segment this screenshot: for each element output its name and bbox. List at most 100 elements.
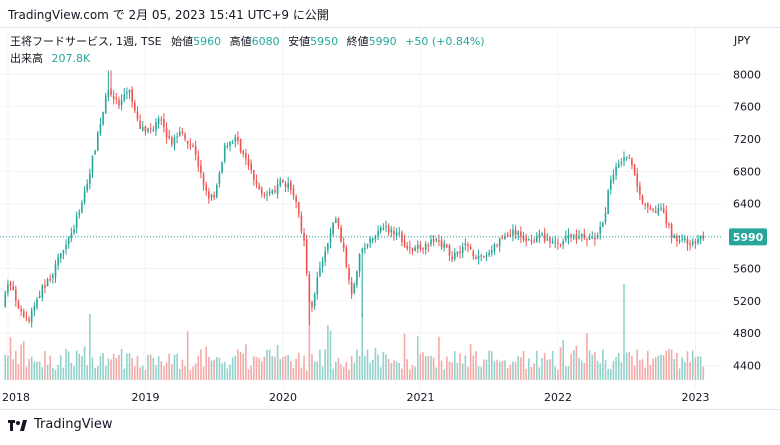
- candle-body: [530, 240, 533, 242]
- volume-bar: [57, 364, 59, 380]
- candle-body: [615, 166, 617, 176]
- y-tick-label: 4400: [733, 360, 761, 373]
- volume-bar: [596, 360, 599, 380]
- candle-body: [329, 233, 332, 243]
- volume-bar: [673, 359, 676, 380]
- candle-body: [475, 257, 477, 260]
- volume-bar: [348, 369, 350, 380]
- volume-bar: [271, 356, 274, 380]
- candle-body: [234, 137, 237, 142]
- volume-bar: [586, 332, 588, 380]
- candle-body: [112, 96, 115, 100]
- volume-bar: [580, 360, 583, 380]
- candle-body: [427, 245, 430, 247]
- candle-body: [292, 188, 295, 196]
- candle-body: [139, 120, 141, 129]
- candle-body: [12, 286, 14, 290]
- candle-body: [469, 246, 472, 250]
- y-tick-label: 6400: [733, 198, 761, 211]
- volume-bar: [102, 352, 104, 380]
- candle-body: [565, 236, 567, 241]
- candle-body: [501, 238, 504, 240]
- candle-body: [416, 245, 419, 249]
- volume-bar: [356, 349, 358, 380]
- low-label: 安値: [288, 34, 310, 48]
- volume-bar: [364, 355, 366, 380]
- candle-body: [652, 209, 654, 211]
- volume-bar: [73, 366, 75, 380]
- volume-bar: [279, 359, 282, 380]
- x-tick-label: 2023: [682, 391, 710, 404]
- candle-body: [480, 255, 483, 257]
- y-tick-label: 5600: [733, 262, 761, 275]
- candle-body: [155, 122, 157, 131]
- open-label: 始値: [171, 34, 193, 48]
- candle-body: [173, 137, 176, 146]
- volume-bar: [535, 350, 538, 380]
- volume-bar: [324, 349, 327, 380]
- candle-body: [580, 233, 583, 236]
- candle-body: [699, 236, 702, 240]
- candle-body: [118, 99, 120, 106]
- volume-bar: [104, 365, 107, 380]
- volume-bar: [440, 360, 443, 380]
- volume-bar: [480, 367, 483, 380]
- volume-bar: [676, 352, 678, 380]
- candle-body: [350, 281, 353, 295]
- candle-body: [44, 285, 46, 288]
- volume-bar: [128, 353, 131, 380]
- volume-bar: [512, 361, 514, 380]
- volume-bar: [620, 362, 623, 380]
- candle-body: [57, 257, 59, 266]
- volume-bar: [334, 361, 337, 380]
- candle-body: [430, 239, 432, 245]
- candle-body: [9, 283, 12, 287]
- volume-bar: [461, 363, 464, 380]
- candle-body: [520, 231, 522, 237]
- candle-body: [390, 229, 393, 233]
- candle-body: [144, 126, 147, 132]
- y-tick-label: 6800: [733, 165, 761, 178]
- candle-body: [186, 140, 189, 144]
- candle-body: [120, 99, 123, 106]
- candle-body: [83, 191, 86, 203]
- candle-body: [96, 132, 99, 151]
- candle-body: [628, 157, 631, 159]
- candle-body: [559, 243, 562, 245]
- candle-body: [128, 89, 131, 94]
- candle-body: [583, 233, 586, 239]
- candle-body: [271, 189, 274, 194]
- volume-bar: [496, 359, 498, 380]
- candle-body: [364, 247, 366, 250]
- volume-bar: [546, 359, 549, 380]
- volume-bar: [200, 349, 202, 380]
- volume-bar: [120, 349, 123, 380]
- volume-bar: [475, 351, 477, 380]
- candle-body: [567, 234, 570, 238]
- candle-body: [123, 94, 126, 100]
- volume-bar: [342, 366, 345, 380]
- volume-bar: [382, 352, 385, 380]
- volume-bar: [295, 358, 297, 380]
- candle-body: [81, 202, 83, 213]
- candle-body: [229, 141, 231, 146]
- candle-body: [488, 252, 490, 256]
- candle-body: [604, 213, 607, 222]
- candle-body: [358, 253, 361, 272]
- candle-body: [570, 234, 572, 237]
- volume-bar: [340, 364, 342, 380]
- volume-bar: [22, 341, 25, 380]
- candle-body: [332, 222, 334, 234]
- candle-body: [443, 243, 445, 248]
- footer-brand[interactable]: TradingView: [8, 417, 113, 432]
- volume-bar: [52, 367, 54, 380]
- volume-bar: [427, 356, 430, 380]
- volume-bar: [41, 367, 44, 380]
- volume-bar: [67, 351, 70, 380]
- price-chart[interactable]: 4400480052005600600064006800720076008000…: [0, 28, 780, 408]
- candle-body: [401, 232, 403, 242]
- volume-bar: [276, 345, 279, 380]
- volume-bar: [282, 357, 284, 380]
- volume-bar: [617, 352, 620, 380]
- candle-body: [305, 239, 308, 274]
